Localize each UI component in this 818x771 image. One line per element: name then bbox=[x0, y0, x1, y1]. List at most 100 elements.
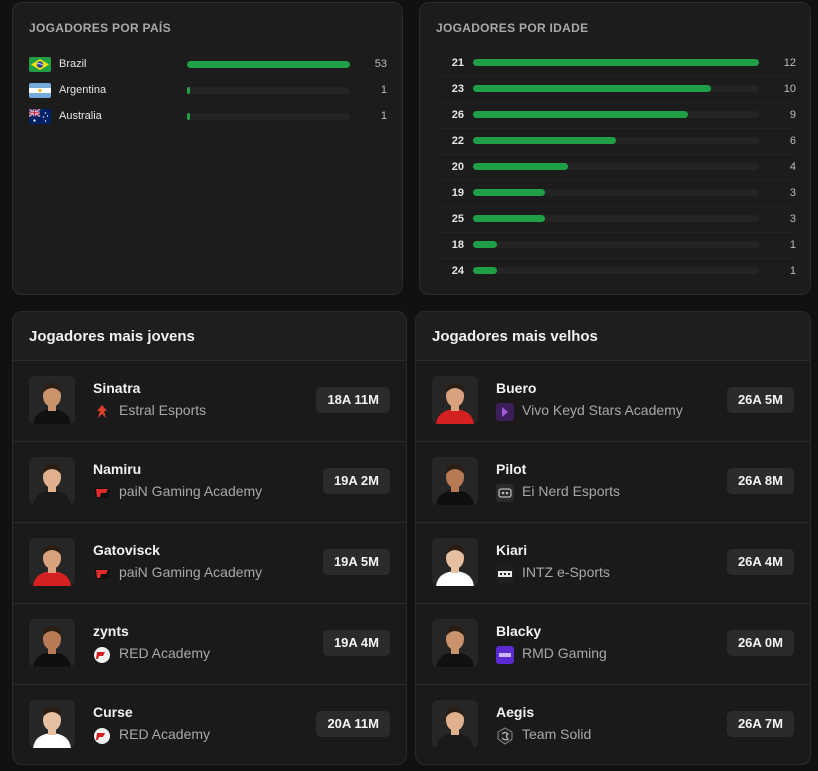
age-label: 25 bbox=[451, 213, 464, 225]
player-row[interactable]: Buero Vivo Keyd Stars Academy 26A 5M bbox=[416, 360, 810, 441]
age-row-21[interactable]: 21 12 bbox=[440, 51, 796, 77]
team-name[interactable]: Estral Esports bbox=[119, 402, 207, 418]
player-name[interactable]: Buero bbox=[496, 380, 537, 396]
youngest-players-title: Jogadores mais jovens bbox=[13, 312, 406, 360]
country-row-argentina[interactable]: Argentina 1 bbox=[29, 82, 387, 100]
player-avatar[interactable] bbox=[432, 619, 478, 667]
player-name[interactable]: Gatovisck bbox=[93, 542, 160, 558]
age-bar-track bbox=[473, 189, 759, 196]
team-name[interactable]: Ei Nerd Esports bbox=[522, 483, 621, 499]
pain-gaming-logo-icon bbox=[93, 565, 111, 583]
age-bar-fill bbox=[473, 163, 569, 170]
player-avatar[interactable] bbox=[432, 538, 478, 586]
age-badge: 26A 5M bbox=[726, 387, 794, 413]
country-count: 1 bbox=[380, 110, 387, 122]
player-name[interactable]: zynts bbox=[93, 623, 129, 639]
age-badge: 19A 5M bbox=[322, 549, 390, 575]
players-by-age-card: JOGADORES POR IDADE 21 12 23 10 26 9 22 6 20 4 19 3… bbox=[419, 2, 811, 295]
argentina-flag-icon bbox=[29, 83, 51, 98]
country-bar-fill bbox=[187, 113, 191, 120]
oldest-players-title: Jogadores mais velhos bbox=[416, 312, 810, 360]
team-name[interactable]: Team Solid bbox=[522, 726, 592, 742]
country-bar-fill bbox=[187, 61, 350, 68]
age-row-20[interactable]: 20 4 bbox=[440, 155, 796, 181]
country-count: 1 bbox=[380, 84, 387, 96]
player-name[interactable]: Aegis bbox=[496, 704, 535, 720]
player-row[interactable]: Curse RED Academy 20A 11M bbox=[13, 684, 406, 764]
age-count: 3 bbox=[789, 187, 796, 199]
age-count: 10 bbox=[783, 83, 796, 95]
player-name[interactable]: Pilot bbox=[496, 461, 527, 477]
team-name[interactable]: RMD Gaming bbox=[522, 645, 607, 661]
age-label: 19 bbox=[451, 187, 464, 199]
age-bar-fill bbox=[473, 137, 616, 144]
age-badge: 26A 8M bbox=[726, 468, 794, 494]
player-row[interactable]: Blacky RMD Gaming 26A 0M bbox=[416, 603, 810, 684]
age-row-19[interactable]: 19 3 bbox=[440, 181, 796, 207]
player-name[interactable]: Curse bbox=[93, 704, 133, 720]
age-label: 22 bbox=[451, 135, 464, 147]
player-name[interactable]: Blacky bbox=[496, 623, 542, 639]
oldest-players-card: Jogadores mais velhos Buero Vivo Keyd Sta… bbox=[415, 311, 811, 765]
red-academy-logo-icon bbox=[93, 727, 111, 745]
age-bar-track bbox=[473, 137, 759, 144]
team-name[interactable]: RED Academy bbox=[119, 645, 211, 661]
age-count: 12 bbox=[783, 57, 796, 69]
age-bar-track bbox=[473, 111, 759, 118]
age-bar-fill bbox=[473, 189, 545, 196]
age-bar-track bbox=[473, 215, 759, 222]
team-name[interactable]: INTZ e-Sports bbox=[522, 564, 610, 580]
player-row[interactable]: Kiari INTZ e-Sports 26A 4M bbox=[416, 522, 810, 603]
age-row-18[interactable]: 18 1 bbox=[440, 233, 796, 259]
age-label: 20 bbox=[451, 161, 464, 173]
player-avatar[interactable] bbox=[29, 619, 75, 667]
age-bar-fill bbox=[473, 59, 759, 66]
players-by-age-title: JOGADORES POR IDADE bbox=[436, 21, 589, 35]
player-avatar[interactable] bbox=[29, 457, 75, 505]
player-avatar[interactable] bbox=[29, 376, 75, 424]
team-name[interactable]: Vivo Keyd Stars Academy bbox=[522, 402, 683, 418]
player-avatar[interactable] bbox=[432, 376, 478, 424]
player-row[interactable]: Pilot Ei Nerd Esports 26A 8M bbox=[416, 441, 810, 522]
age-badge: 26A 4M bbox=[726, 549, 794, 575]
player-avatar[interactable] bbox=[432, 457, 478, 505]
player-name[interactable]: Namiru bbox=[93, 461, 142, 477]
age-count: 1 bbox=[789, 265, 796, 277]
age-bar-fill bbox=[473, 241, 497, 248]
country-row-australia[interactable]: Australia 1 bbox=[29, 108, 387, 126]
players-by-country-card: JOGADORES POR PAÍS Brazil 53 Argentina 1… bbox=[12, 2, 403, 295]
player-row[interactable]: Namiru paiN Gaming Academy 19A 2M bbox=[13, 441, 406, 522]
age-row-23[interactable]: 23 10 bbox=[440, 77, 796, 103]
country-count: 53 bbox=[374, 58, 387, 70]
age-row-22[interactable]: 22 6 bbox=[440, 129, 796, 155]
ei-nerd-logo-icon bbox=[496, 484, 514, 502]
age-count: 1 bbox=[789, 239, 796, 251]
brazil-flag-icon bbox=[29, 57, 51, 72]
country-name: Australia bbox=[59, 110, 102, 122]
australia-flag-icon bbox=[29, 109, 51, 124]
age-row-25[interactable]: 25 3 bbox=[440, 207, 796, 233]
player-avatar[interactable] bbox=[432, 700, 478, 748]
team-name[interactable]: paiN Gaming Academy bbox=[119, 483, 263, 499]
player-row[interactable]: Sinatra Estral Esports 18A 11M bbox=[13, 360, 406, 441]
player-row[interactable]: zynts RED Academy 19A 4M bbox=[13, 603, 406, 684]
age-row-24[interactable]: 24 1 bbox=[440, 259, 796, 285]
player-name[interactable]: Kiari bbox=[496, 542, 528, 558]
age-bar-fill bbox=[473, 85, 712, 92]
player-avatar[interactable] bbox=[29, 700, 75, 748]
team-name[interactable]: RED Academy bbox=[119, 726, 211, 742]
age-bar-track bbox=[473, 85, 759, 92]
team-name[interactable]: paiN Gaming Academy bbox=[119, 564, 263, 580]
player-name[interactable]: Sinatra bbox=[93, 380, 141, 396]
age-count: 4 bbox=[789, 161, 796, 173]
age-bar-fill bbox=[473, 215, 545, 222]
country-bar-track bbox=[187, 61, 350, 68]
age-row-26[interactable]: 26 9 bbox=[440, 103, 796, 129]
country-row-brazil[interactable]: Brazil 53 bbox=[29, 56, 387, 74]
age-bar-track bbox=[473, 241, 759, 248]
player-avatar[interactable] bbox=[29, 538, 75, 586]
player-row[interactable]: Aegis Team Solid 26A 7M bbox=[416, 684, 810, 764]
intz-logo-icon bbox=[496, 565, 514, 583]
age-badge: 19A 2M bbox=[322, 468, 390, 494]
player-row[interactable]: Gatovisck paiN Gaming Academy 19A 5M bbox=[13, 522, 406, 603]
